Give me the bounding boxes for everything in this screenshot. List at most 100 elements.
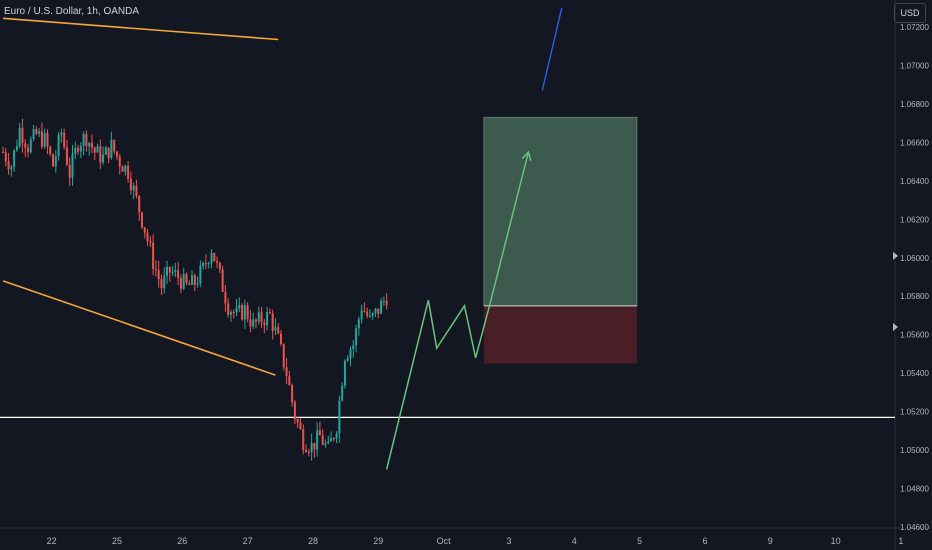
candle: [143, 227, 146, 233]
candle: [63, 132, 66, 148]
candle: [132, 185, 135, 191]
candle: [254, 319, 257, 322]
candle: [54, 156, 57, 167]
price-tick-label: 1.05600: [900, 331, 929, 340]
candle: [352, 345, 355, 350]
candle: [377, 308, 380, 314]
candle: [118, 156, 121, 167]
candle: [152, 242, 155, 269]
candle: [46, 133, 49, 147]
candle: [346, 358, 349, 361]
candle: [99, 146, 102, 163]
candle: [79, 145, 82, 152]
candle: [77, 147, 80, 152]
time-tick-label: 6: [702, 536, 707, 546]
candle: [330, 438, 333, 442]
projection-arrowhead-icon: [521, 150, 532, 161]
candle: [332, 438, 335, 440]
candle: [154, 268, 157, 270]
candle: [374, 308, 377, 313]
time-tick-label: 1: [898, 536, 903, 546]
candle: [318, 430, 321, 436]
currency-button[interactable]: USD: [894, 3, 926, 23]
candle: [102, 154, 105, 163]
candle: [38, 131, 41, 134]
candle: [57, 134, 60, 157]
candle: [127, 165, 130, 179]
candle: [96, 146, 99, 153]
candle: [40, 131, 43, 147]
candle: [68, 164, 71, 178]
candle: [210, 252, 213, 264]
candle: [296, 419, 299, 423]
candle: [166, 266, 169, 276]
candle: [202, 262, 205, 266]
blue-line: [541, 7, 563, 91]
price-tick-label: 1.05800: [900, 292, 929, 301]
candle: [229, 312, 232, 315]
candle: [7, 161, 10, 170]
candle: [52, 154, 55, 167]
projection-path: [385, 151, 530, 470]
candle: [305, 450, 308, 452]
candle: [363, 310, 366, 312]
candle: [10, 167, 13, 170]
candle: [65, 147, 68, 165]
candle: [260, 312, 263, 323]
candle: [32, 129, 35, 140]
candle: [221, 269, 224, 292]
price-tick-label: 1.06800: [900, 100, 929, 109]
candle: [293, 402, 296, 420]
candle: [27, 147, 30, 153]
plot-area: [0, 7, 895, 470]
price-marker-icon: [893, 323, 898, 331]
candle: [188, 283, 191, 285]
candle: [291, 385, 294, 403]
candle: [274, 327, 277, 331]
candle: [138, 195, 141, 213]
candle: [179, 278, 182, 289]
stop-zone: [483, 305, 637, 364]
candle: [24, 143, 27, 148]
candle: [141, 212, 143, 228]
candle: [238, 304, 241, 309]
candle: [4, 152, 7, 162]
candle: [113, 139, 116, 152]
time-tick-label: Oct: [437, 536, 452, 546]
candle: [121, 166, 124, 172]
candle: [157, 269, 160, 280]
candle: [268, 312, 271, 314]
candle: [191, 275, 194, 285]
price-tick-label: 1.05400: [900, 369, 929, 378]
candle: [355, 328, 358, 346]
candle: [343, 360, 346, 386]
time-tick-label: 5: [637, 536, 642, 546]
candle: [174, 270, 177, 273]
candle: [357, 319, 360, 329]
candle: [302, 429, 305, 451]
candle: [104, 147, 107, 155]
candle: [163, 275, 166, 289]
candle: [74, 147, 77, 154]
candle: [307, 451, 310, 453]
candle: [249, 319, 252, 327]
candle: [171, 272, 174, 274]
candle: [235, 308, 238, 313]
candle: [135, 185, 138, 196]
candle: [316, 430, 319, 450]
candle: [168, 266, 171, 273]
candle: [252, 319, 255, 327]
time-tick-label: 4: [572, 536, 577, 546]
price-tick-label: 1.05000: [900, 446, 929, 455]
time-tick-label: 22: [47, 536, 57, 546]
candle: [82, 133, 85, 146]
candle: [263, 322, 266, 326]
candle: [71, 153, 74, 178]
candle: [193, 275, 196, 285]
candle: [382, 300, 385, 302]
candle: [149, 240, 152, 243]
candle: [227, 303, 230, 315]
candle: [380, 300, 383, 314]
